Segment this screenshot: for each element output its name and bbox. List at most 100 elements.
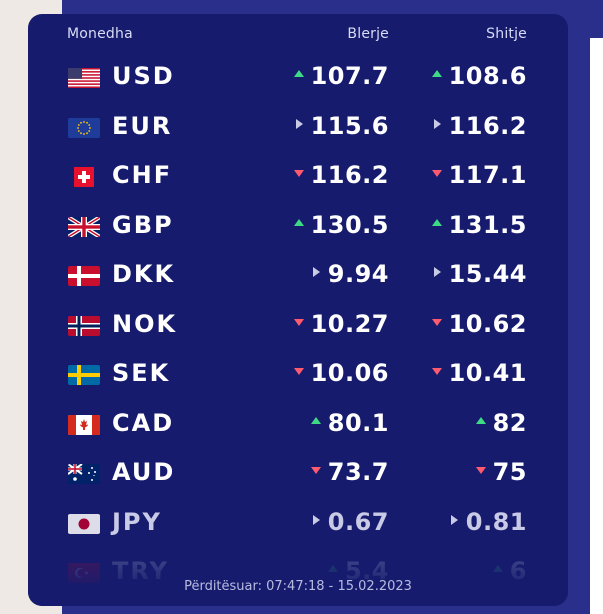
header-currency: Monedha bbox=[67, 26, 133, 42]
sell-number: 116.2 bbox=[448, 111, 527, 140]
currency-code: NOK bbox=[112, 309, 178, 338]
rate-row-cad: CAD 80.1 82 bbox=[28, 401, 568, 451]
trend-up-icon bbox=[293, 217, 305, 229]
rate-row-usd: USD 107.7 108.6 bbox=[28, 54, 568, 104]
sell-number: 0.81 bbox=[465, 507, 527, 536]
ca-flag-icon bbox=[68, 414, 100, 435]
sell-number: 117.1 bbox=[448, 161, 527, 189]
currency-code: GBP bbox=[112, 210, 174, 239]
sell-value: 10.41 bbox=[431, 359, 527, 387]
currency-code: AUD bbox=[112, 458, 176, 486]
currency-code: CAD bbox=[112, 408, 175, 437]
jp-flag-icon bbox=[68, 513, 100, 534]
sell-value: 108.6 bbox=[431, 62, 527, 90]
us-flag-icon bbox=[68, 68, 100, 88]
trend-up-icon bbox=[475, 415, 487, 427]
no-flag-icon bbox=[68, 315, 100, 336]
buy-value: 10.27 bbox=[293, 310, 389, 338]
rate-row-sek: SEK 10.06 10.41 bbox=[28, 351, 568, 401]
buy-value: 9.94 bbox=[310, 260, 389, 288]
trend-neutral-icon bbox=[448, 514, 460, 526]
buy-number: 10.06 bbox=[310, 359, 389, 387]
trend-up-icon bbox=[431, 217, 443, 229]
buy-number: 115.6 bbox=[310, 111, 389, 140]
ch-flag-icon bbox=[68, 167, 100, 187]
currency-code: JPY bbox=[112, 507, 162, 536]
trend-down-icon bbox=[475, 464, 487, 476]
gb-flag-icon bbox=[68, 216, 100, 237]
sell-number: 108.6 bbox=[448, 62, 527, 90]
header-sell: Shitje bbox=[486, 26, 527, 42]
sell-value: 75 bbox=[475, 458, 527, 486]
rate-row-nok: NOK 10.27 10.62 bbox=[28, 302, 568, 352]
header-buy: Blerje bbox=[347, 26, 389, 42]
table-header: Monedha Blerje Shitje bbox=[28, 26, 568, 48]
trend-down-icon bbox=[431, 167, 443, 179]
buy-value: 130.5 bbox=[293, 211, 389, 239]
trend-down-icon bbox=[310, 464, 322, 476]
buy-number: 0.67 bbox=[327, 507, 389, 536]
sell-number: 75 bbox=[492, 458, 527, 486]
buy-value: 10.06 bbox=[293, 359, 389, 387]
buy-number: 107.7 bbox=[310, 62, 389, 90]
sell-value: 10.62 bbox=[431, 310, 527, 338]
buy-number: 80.1 bbox=[327, 408, 389, 437]
buy-number: 73.7 bbox=[327, 458, 389, 486]
buy-value: 107.7 bbox=[293, 62, 389, 90]
trend-neutral-icon bbox=[310, 266, 322, 278]
side-strip bbox=[590, 38, 603, 614]
rates-list: USD 107.7 108.6 EUR 115.6 116.2 CHF 116.2 117.1 G… bbox=[28, 54, 568, 599]
buy-value: 116.2 bbox=[293, 161, 389, 189]
trend-neutral-icon bbox=[293, 118, 305, 130]
currency-code: EUR bbox=[112, 111, 173, 140]
currency-code: CHF bbox=[112, 161, 173, 189]
trend-down-icon bbox=[431, 316, 443, 328]
eu-flag-icon bbox=[68, 117, 100, 138]
trend-neutral-icon bbox=[431, 266, 443, 278]
trend-up-icon bbox=[327, 563, 339, 575]
trend-down-icon bbox=[293, 365, 305, 377]
au-flag-icon bbox=[68, 464, 100, 484]
buy-number: 9.94 bbox=[327, 260, 389, 288]
trend-up-icon bbox=[310, 415, 322, 427]
se-flag-icon bbox=[68, 365, 100, 385]
trend-neutral-icon bbox=[431, 118, 443, 130]
trend-down-icon bbox=[293, 167, 305, 179]
sell-value: 82 bbox=[475, 409, 527, 437]
rate-row-eur: EUR 115.6 116.2 bbox=[28, 104, 568, 154]
sell-value: 0.81 bbox=[448, 508, 527, 536]
buy-value: 80.1 bbox=[310, 409, 389, 437]
currency-code: DKK bbox=[112, 260, 176, 288]
trend-down-icon bbox=[431, 365, 443, 377]
trend-up-icon bbox=[431, 68, 443, 80]
sell-value: 131.5 bbox=[431, 211, 527, 239]
rate-row-jpy: JPY 0.67 0.81 bbox=[28, 500, 568, 550]
buy-value: 0.67 bbox=[310, 508, 389, 536]
trend-neutral-icon bbox=[310, 514, 322, 526]
sell-number: 10.62 bbox=[448, 309, 527, 338]
sell-number: 131.5 bbox=[448, 210, 527, 239]
trend-up-icon bbox=[293, 68, 305, 80]
sell-value: 117.1 bbox=[431, 161, 527, 189]
sell-number: 82 bbox=[492, 408, 527, 437]
dk-flag-icon bbox=[68, 266, 100, 286]
sell-number: 15.44 bbox=[448, 260, 527, 288]
buy-number: 10.27 bbox=[310, 309, 389, 338]
trend-down-icon bbox=[293, 316, 305, 328]
buy-number: 116.2 bbox=[310, 161, 389, 189]
trend-up-icon bbox=[492, 563, 504, 575]
rate-row-aud: AUD 73.7 75 bbox=[28, 450, 568, 500]
sell-number: 10.41 bbox=[448, 359, 527, 387]
exchange-rates-card: Monedha Blerje Shitje USD 107.7 108.6 EUR 11… bbox=[28, 14, 568, 606]
buy-number: 130.5 bbox=[310, 210, 389, 239]
sell-value: 116.2 bbox=[431, 112, 527, 140]
buy-value: 115.6 bbox=[293, 112, 389, 140]
buy-value: 73.7 bbox=[310, 458, 389, 486]
rate-row-dkk: DKK 9.94 15.44 bbox=[28, 252, 568, 302]
rate-row-gbp: GBP 130.5 131.5 bbox=[28, 203, 568, 253]
sell-value: 15.44 bbox=[431, 260, 527, 288]
currency-code: SEK bbox=[112, 359, 171, 387]
rate-row-chf: CHF 116.2 117.1 bbox=[28, 153, 568, 203]
last-updated: Përditësuar: 07:47:18 - 15.02.2023 bbox=[184, 579, 412, 594]
currency-code: USD bbox=[112, 62, 175, 90]
